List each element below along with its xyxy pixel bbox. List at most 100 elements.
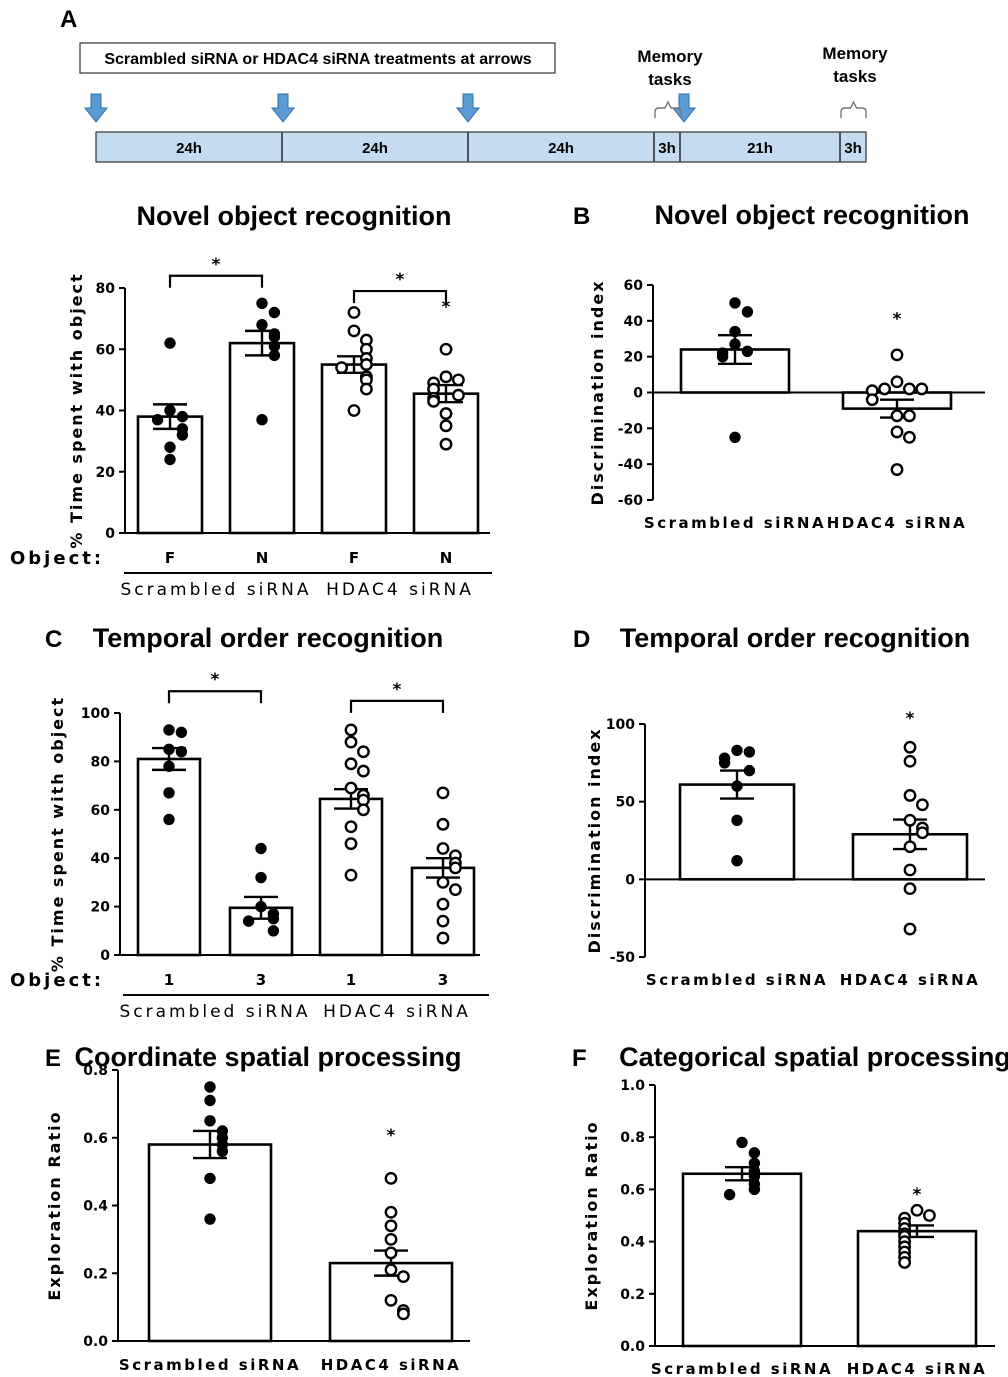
y-tick-label: -50 xyxy=(610,950,636,966)
memory-tasks-label-2-line-2: tasks xyxy=(833,67,876,86)
bar xyxy=(136,415,204,535)
x-category-label: Scrambled siRNA xyxy=(119,1356,301,1374)
data-point xyxy=(384,1232,398,1246)
y-tick-label: 20 xyxy=(624,350,644,366)
y-tick-label: 0.4 xyxy=(83,1199,108,1215)
y-tick-label: -40 xyxy=(618,457,644,473)
data-point xyxy=(448,883,462,897)
down-arrow-icon xyxy=(83,93,109,123)
data-point xyxy=(439,342,453,356)
significance-bracket xyxy=(167,690,263,704)
group-label: HDAC4 siRNA xyxy=(323,1002,471,1022)
chart-c: C Temporal order recognition % Time spent … xyxy=(10,623,489,1022)
data-point xyxy=(436,931,450,945)
data-point xyxy=(256,319,268,331)
significance-star: * xyxy=(442,298,451,318)
memory-tasks-bracket xyxy=(654,100,682,118)
data-point xyxy=(204,1094,216,1107)
y-tick-label: 1.0 xyxy=(620,1078,645,1094)
timeline-segment-label: 3h xyxy=(658,140,676,157)
data-point xyxy=(164,441,176,453)
down-arrow-icon xyxy=(455,93,481,123)
data-point xyxy=(741,345,754,357)
data-point xyxy=(359,382,373,396)
data-point xyxy=(176,410,189,423)
data-point xyxy=(451,388,465,402)
y-axis-label: % Time spent with object xyxy=(48,696,67,972)
data-point xyxy=(718,757,731,769)
y-tick-label: 0 xyxy=(105,526,115,542)
significance-star: * xyxy=(396,270,405,290)
data-point xyxy=(344,820,358,834)
object-axis-label: Object: xyxy=(10,548,104,569)
data-point xyxy=(436,842,450,855)
data-point xyxy=(890,463,904,476)
y-tick-label: 0.6 xyxy=(83,1131,108,1147)
bar xyxy=(320,363,388,535)
data-point xyxy=(890,425,904,439)
data-point xyxy=(436,876,450,889)
chart-title: Novel object recognition xyxy=(654,200,969,230)
y-tick-label: 20 xyxy=(91,900,111,916)
bar xyxy=(681,1172,803,1348)
data-point xyxy=(151,413,164,426)
data-point xyxy=(436,786,450,800)
timeline-segment-label: 24h xyxy=(362,140,388,157)
significance-star: * xyxy=(393,680,402,700)
x-category-label: HDAC4 siRNA xyxy=(847,1360,988,1377)
memory-tasks-bracket xyxy=(840,100,867,118)
y-tick-label: 60 xyxy=(96,342,116,358)
data-point xyxy=(344,723,358,737)
data-point xyxy=(903,840,917,854)
object-category-label: 1 xyxy=(164,971,174,989)
data-point xyxy=(436,897,450,911)
timeline-segment-label: 24h xyxy=(176,140,202,157)
data-point xyxy=(427,394,440,408)
data-point xyxy=(729,325,741,338)
data-point xyxy=(439,370,453,384)
timeline-bar xyxy=(95,131,867,163)
y-tick-label: 40 xyxy=(91,851,111,867)
data-point xyxy=(748,1183,761,1196)
y-axis-label: Exploration Ratio xyxy=(45,1110,64,1300)
chart-title: Categorical spatial processing xyxy=(619,1042,1008,1072)
data-point xyxy=(256,413,268,426)
data-point xyxy=(903,754,917,768)
down-arrow-icon xyxy=(270,93,296,123)
data-point xyxy=(741,306,754,318)
data-point xyxy=(164,453,176,466)
data-point xyxy=(729,338,741,350)
data-point xyxy=(439,407,453,420)
timeline-segment-label: 24h xyxy=(548,140,574,157)
data-point xyxy=(878,382,891,396)
panel-label: D xyxy=(573,626,590,653)
data-point xyxy=(204,1213,216,1225)
data-point xyxy=(164,404,176,417)
data-point xyxy=(356,764,370,778)
y-tick-label: 20 xyxy=(96,465,116,481)
memory-tasks-label-1-line-1: Memory xyxy=(637,47,703,66)
object-category-label: 3 xyxy=(256,971,266,989)
group-label: Scrambled siRNA xyxy=(119,1002,310,1022)
y-tick-label: 0.8 xyxy=(83,1063,108,1079)
significance-star: * xyxy=(913,1185,922,1205)
data-point xyxy=(163,743,175,755)
data-point xyxy=(439,437,453,451)
data-point xyxy=(731,744,743,757)
y-axis-label: Discrimination index xyxy=(588,279,607,505)
data-point xyxy=(903,789,917,802)
significance-star: * xyxy=(211,670,220,690)
data-point xyxy=(335,361,348,375)
significance-bracket xyxy=(168,274,264,288)
data-point xyxy=(242,915,255,927)
data-point xyxy=(451,373,465,387)
data-point xyxy=(396,1307,410,1321)
object-category-label: 1 xyxy=(346,971,356,989)
x-category-label: Scrambled siRNA xyxy=(646,971,828,989)
data-point xyxy=(268,306,281,319)
y-tick-label: 0.2 xyxy=(83,1266,108,1282)
data-point xyxy=(384,1246,398,1260)
data-point xyxy=(903,409,916,423)
timeline-header: Scrambled siRNA or HDAC4 siRNA treatment… xyxy=(104,51,531,68)
